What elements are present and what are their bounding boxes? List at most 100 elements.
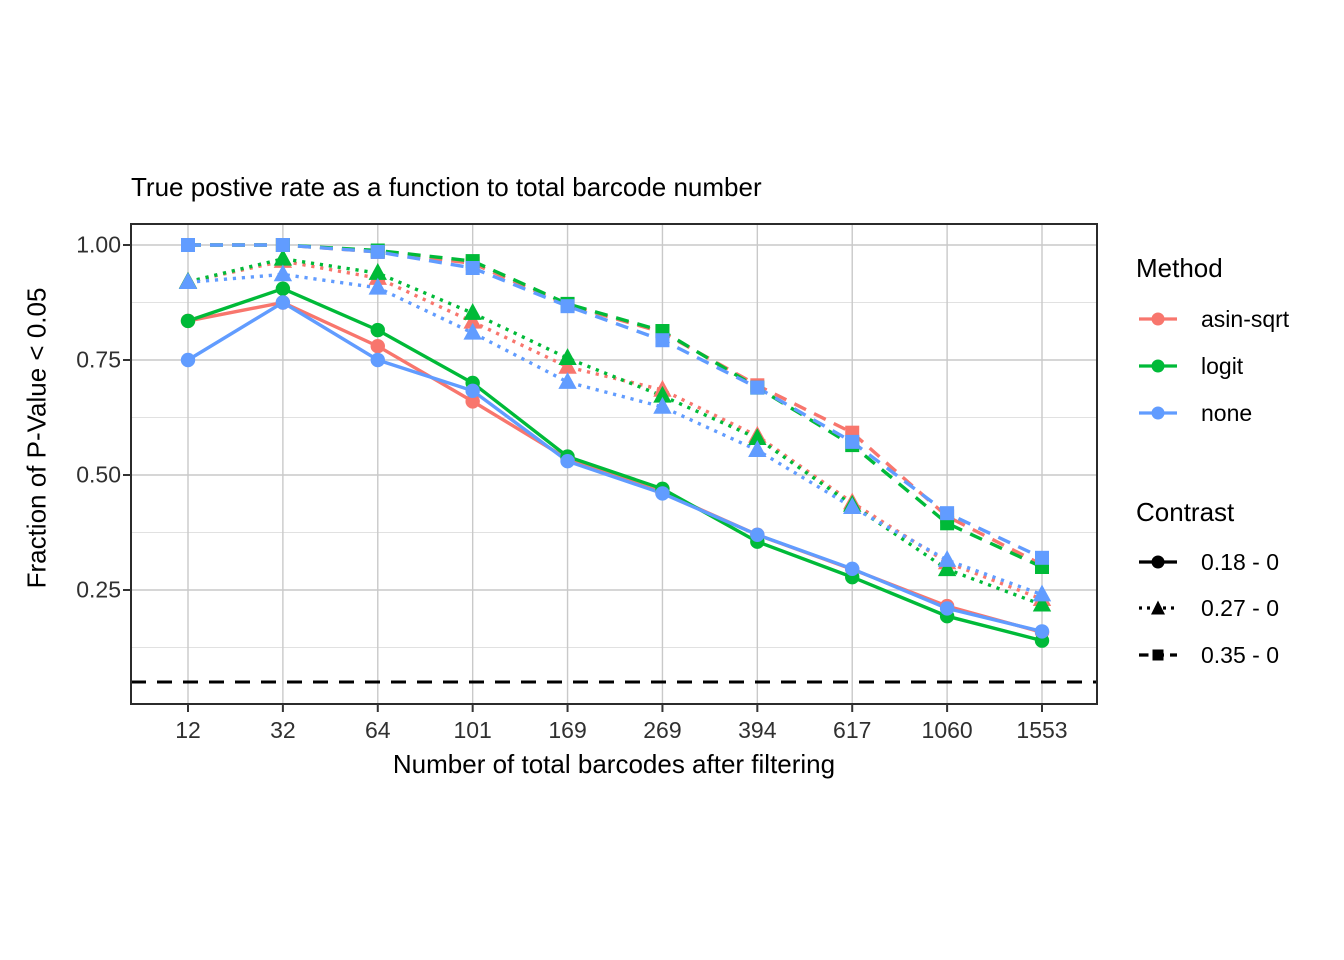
point-square	[940, 506, 955, 521]
point-circle	[370, 352, 385, 368]
point-triangle	[937, 559, 957, 577]
legend-item-contrast-0-27-0: 0.27 - 0	[1138, 594, 1279, 622]
circle-solid-key-icon	[1139, 359, 1177, 373]
y-tick-label: 0.50	[76, 461, 121, 488]
panel-border	[130, 223, 1098, 705]
series-points-none-0-27-0	[178, 264, 1052, 602]
series-points-none-0-18-0	[180, 295, 1050, 639]
key-circle	[1151, 406, 1165, 420]
point-circle	[465, 394, 480, 409]
point-triangle	[748, 428, 767, 445]
point-square	[655, 333, 670, 348]
x-tick-label: 12	[175, 717, 201, 743]
circle-solid-key-icon	[1139, 406, 1177, 420]
key-circle	[1151, 555, 1165, 569]
point-circle	[655, 486, 670, 501]
point-triangle	[273, 248, 293, 266]
x-tick-label: 101	[453, 717, 492, 743]
key-circle	[1151, 312, 1165, 326]
legend-contrast-title: Contrast	[1136, 497, 1235, 527]
key-triangle	[1151, 600, 1165, 615]
point-circle	[275, 281, 291, 296]
x-axis-title: Number of total barcodes after filtering	[392, 749, 836, 779]
x-tick-label: 269	[643, 717, 682, 743]
legend-method-title: Method	[1136, 253, 1223, 283]
legend-item-contrast-0-35-0: 0.35 - 0	[1138, 641, 1279, 669]
key-circle	[1151, 359, 1165, 373]
point-circle	[560, 454, 575, 469]
legend-item-none: none	[1138, 399, 1252, 427]
y-axis-title: Fraction of P-Value < 0.05	[21, 287, 52, 589]
chart-title: True postive rate as a function to total…	[131, 172, 762, 202]
x-tick-label: 64	[364, 717, 391, 743]
point-square	[370, 244, 385, 259]
series-line-logit-0-27-0	[187, 257, 1043, 607]
point-square	[750, 380, 765, 395]
point-triangle	[558, 348, 577, 365]
point-triangle	[558, 372, 577, 389]
series-line-logit-0-18-0	[187, 286, 1043, 643]
x-tick-label: 394	[738, 717, 777, 743]
point-triangle	[463, 303, 482, 320]
legend-item-asin-sqrt: asin-sqrt	[1138, 305, 1289, 333]
legend-label: asin-sqrt	[1201, 305, 1290, 332]
legend-label: 0.35 - 0	[1201, 641, 1279, 668]
point-triangle	[463, 322, 482, 340]
series-line-none-0-18-0	[187, 300, 1043, 634]
point-square	[275, 238, 290, 252]
point-triangle	[368, 277, 387, 295]
point-circle	[845, 561, 860, 577]
point-square	[181, 238, 195, 252]
point-circle	[180, 313, 196, 329]
point-square	[845, 434, 860, 449]
triangle-dotted-key-icon	[1139, 600, 1177, 615]
point-square	[560, 299, 575, 314]
point-square	[465, 261, 480, 275]
point-circle	[180, 352, 196, 368]
point-circle	[1034, 624, 1050, 639]
legend-item-contrast-0-18-0: 0.18 - 0	[1138, 548, 1279, 576]
point-triangle	[178, 272, 198, 290]
point-triangle	[1032, 594, 1052, 612]
x-tick-label: 1553	[1016, 717, 1068, 743]
panel-background	[131, 224, 1097, 704]
point-triangle	[463, 311, 482, 329]
point-triangle	[1032, 584, 1052, 602]
square-dashed-key-icon	[1139, 649, 1177, 661]
point-triangle	[937, 550, 957, 567]
point-circle	[370, 339, 385, 354]
legend-label: 0.27 - 0	[1201, 594, 1279, 621]
x-tick-label: 169	[548, 717, 587, 743]
circle-solid-key-icon	[1139, 555, 1177, 569]
legend-label: 0.18 - 0	[1201, 548, 1279, 575]
series-points-none-0-35-0	[181, 238, 1050, 565]
y-tick-label: 1.00	[76, 231, 121, 258]
point-triangle	[273, 264, 293, 282]
x-tick-label: 32	[270, 717, 296, 743]
point-triangle	[653, 385, 672, 403]
legend-label: logit	[1201, 352, 1244, 379]
series-line-none-0-27-0	[187, 272, 1043, 597]
y-tick-label: 0.25	[76, 576, 121, 603]
point-circle	[939, 601, 955, 616]
legend-item-logit: logit	[1138, 352, 1243, 380]
point-triangle	[843, 497, 862, 514]
point-circle	[275, 295, 291, 310]
key-square	[1152, 649, 1164, 661]
point-triangle	[653, 396, 672, 414]
point-circle	[370, 322, 385, 338]
point-triangle	[748, 440, 767, 457]
circle-solid-key-icon	[1139, 312, 1177, 326]
x-tick-label: 617	[833, 717, 872, 743]
point-triangle	[558, 356, 577, 374]
point-circle	[750, 527, 765, 542]
point-square	[1035, 550, 1050, 565]
point-circle	[465, 383, 480, 399]
y-tick-label: 0.75	[76, 346, 121, 373]
x-tick-label: 1060	[921, 717, 973, 743]
legend-label: none	[1201, 399, 1253, 426]
series-line-none-0-35-0	[188, 243, 1043, 560]
point-triangle	[368, 263, 387, 280]
